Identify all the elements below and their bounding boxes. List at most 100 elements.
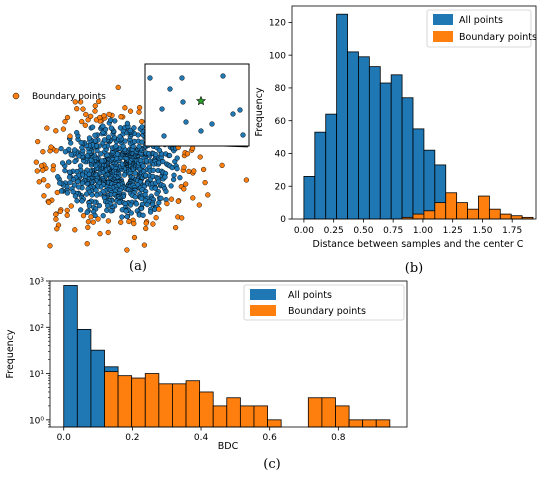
bar-boundary [488, 208, 501, 220]
data-point [147, 209, 154, 215]
bar-all [368, 66, 381, 220]
boundary-point [141, 242, 148, 248]
data-point [70, 189, 76, 195]
data-point [154, 191, 160, 197]
data-point [77, 163, 84, 169]
boundary-point [88, 113, 94, 119]
bar-boundary [445, 192, 458, 220]
y-tick-label: 60 [275, 117, 287, 127]
data-point [79, 180, 86, 186]
data-point [78, 207, 84, 213]
boundary-point [53, 128, 59, 134]
data-point [138, 205, 144, 212]
data-point [106, 134, 112, 140]
inset-point [161, 133, 167, 139]
x-axis-label: BDC [218, 441, 239, 452]
bar-boundary [131, 377, 146, 428]
inset-point [240, 132, 246, 138]
caption-b: (b) [405, 261, 423, 276]
boundary-point [179, 215, 185, 221]
boundary-point [80, 106, 86, 112]
boundary-point [190, 195, 196, 201]
x-tick-label: 1.75 [502, 226, 522, 236]
boundary-point [101, 113, 107, 119]
data-point [124, 120, 131, 127]
bar-boundary [253, 405, 268, 428]
plot-frame [291, 5, 537, 220]
boundary-point [68, 203, 74, 209]
x-tick-label: 0.0 [57, 433, 72, 443]
inset-point [147, 75, 153, 81]
bar-all [390, 74, 403, 220]
bar-all [401, 97, 414, 220]
boundary-point [79, 118, 85, 125]
bar-boundary [239, 405, 255, 428]
boundary-point [150, 221, 156, 227]
y-tick-label: 10³ [29, 278, 44, 288]
bar-all [423, 149, 436, 220]
data-point [72, 158, 78, 165]
legend-marker-boundary [12, 92, 20, 100]
boundary-point [40, 167, 46, 173]
boundary-point [54, 226, 60, 232]
data-point [57, 180, 63, 186]
caption-a: (a) [129, 259, 147, 274]
boundary-point [105, 218, 112, 224]
x-tick-label: 0.25 [324, 226, 344, 236]
bar-boundary [412, 213, 425, 220]
boundary-point [92, 108, 98, 114]
data-point [108, 125, 114, 131]
y-tick-label: 10² [29, 324, 44, 334]
inset-points [147, 73, 246, 139]
legend-label-boundary: Boundary points [32, 92, 106, 102]
data-point [131, 125, 137, 131]
boundary-point [53, 216, 59, 222]
data-point [144, 201, 150, 208]
data-point [155, 178, 162, 184]
boundary-point [41, 193, 47, 199]
boundary-point [34, 168, 40, 174]
boundary-point [72, 227, 78, 233]
inset-point [220, 73, 226, 79]
data-point [62, 167, 68, 174]
data-point [86, 203, 93, 209]
data-point [170, 176, 177, 183]
boundary-point [47, 243, 53, 249]
boundary-point [64, 114, 71, 121]
data-point [94, 192, 100, 198]
axes: 0.00 0.25 0.50 0.75 1.00 1.25 1.50 1.75 0 20 40 60 8… [269, 19, 522, 236]
data-point [168, 183, 174, 189]
boundary-point [243, 177, 250, 183]
data-point [64, 190, 71, 196]
legend-swatch-all [250, 289, 276, 300]
data-point [89, 192, 95, 198]
inset-point [180, 99, 186, 105]
boundary-point [33, 159, 39, 165]
data-point [113, 143, 119, 149]
data-point [72, 193, 79, 199]
boundary-point [67, 133, 73, 139]
plot-frame [49, 280, 408, 428]
boundary-point [83, 111, 89, 118]
bar-boundary [362, 419, 377, 428]
data-point [140, 212, 146, 218]
data-point [65, 159, 72, 165]
data-point [58, 145, 64, 152]
data-point [171, 172, 177, 178]
boundary-point [64, 212, 70, 218]
boundary-point [105, 229, 111, 236]
boundary-point [85, 224, 91, 231]
boundary-point [205, 192, 211, 198]
boundary-point [80, 213, 87, 219]
data-point [140, 163, 146, 169]
bar-all [63, 285, 78, 428]
x-tick-label: 0.75 [383, 226, 403, 236]
y-tick-label: 10⁰ [29, 416, 44, 426]
data-point [174, 166, 180, 172]
y-tick-label: 20 [275, 182, 287, 192]
data-point [86, 135, 93, 141]
data-point [78, 139, 84, 146]
legend-label-boundary: Boundary points [459, 32, 537, 43]
boundary-point [118, 114, 124, 120]
boundary-point [106, 111, 112, 118]
